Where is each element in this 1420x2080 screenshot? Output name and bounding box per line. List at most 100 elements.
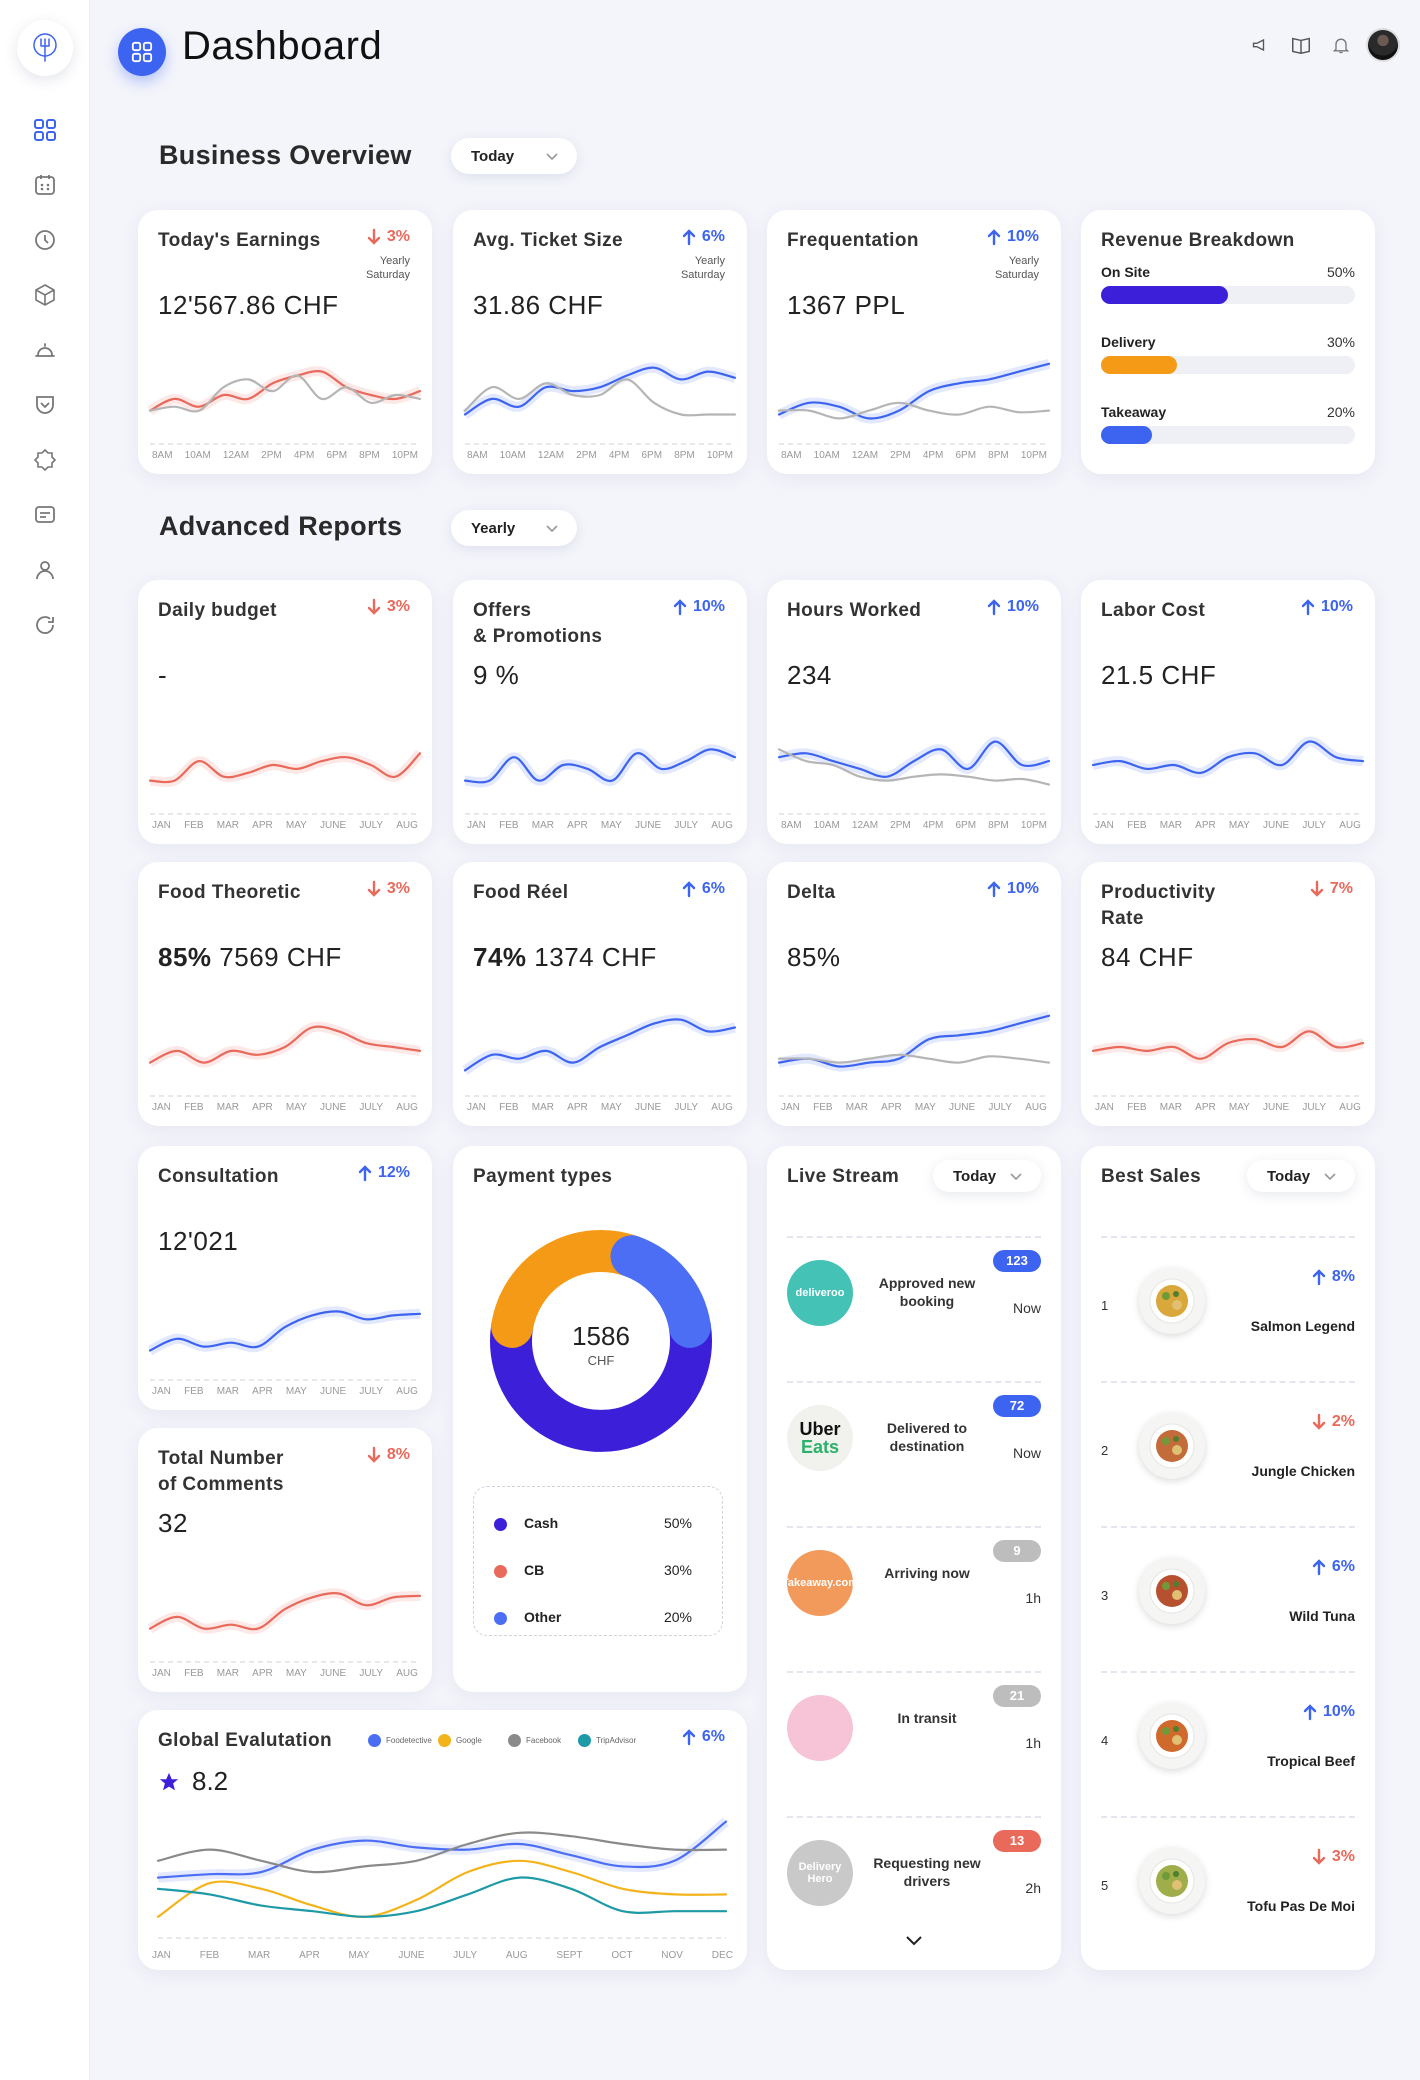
best-sales-item[interactable]: 3 6% Wild Tuna	[1101, 1526, 1355, 1671]
book-icon[interactable]	[1288, 32, 1314, 58]
trend-indicator: 6%	[682, 1728, 725, 1746]
nav-dashboard-icon[interactable]	[30, 115, 60, 145]
report-card[interactable]: Consultation 12% 12'021 JAN FEB MAR APR MAY JU…	[138, 1146, 432, 1410]
best-sales-item[interactable]: 4 10% Tropical Beef	[1101, 1671, 1355, 1816]
nav-clock-icon[interactable]	[30, 225, 60, 255]
x-tick-label: JUNE	[949, 1102, 976, 1113]
dish-name: Wild Tuna	[1289, 1608, 1355, 1624]
report-card[interactable]: Total Number of Comments 8% 32 JAN FEB MAR AP…	[138, 1428, 432, 1692]
trend-value: 10%	[692, 598, 725, 615]
overview-card[interactable]: Avg. Ticket Size 6% Yearly Saturday 31.86 …	[453, 210, 747, 474]
nav-box-icon[interactable]	[30, 280, 60, 310]
legend-label: Other	[524, 1609, 562, 1625]
live-stream-item[interactable]: Delivery Hero Requesting new drivers 13 …	[787, 1816, 1041, 1956]
live-stream-item[interactable]: Takeaway.com Arriving now 9 1h	[782, 1526, 1041, 1666]
nav-calendar-icon[interactable]	[30, 170, 60, 200]
x-tick-label: MAR	[1159, 820, 1182, 831]
x-tick-label: APR	[252, 820, 273, 831]
report-card[interactable]: Productivity Rate 7% 84 CHF JAN FEB MAR APR MA…	[1081, 862, 1375, 1126]
legend-label: Google	[456, 1736, 482, 1745]
trend-indicator: 3%	[1312, 1848, 1355, 1866]
global-evaluation-card[interactable]: Global Evalutation 6% 8.2 Foodetective Goo…	[138, 1710, 747, 1970]
legend-dot	[508, 1734, 521, 1747]
nav-badge-icon[interactable]	[30, 445, 60, 475]
report-card[interactable]: Daily budget 3% - JAN FEB MAR APR MAY JUNE JULY…	[138, 580, 432, 844]
x-tick-label: MAY	[285, 1668, 307, 1679]
x-tick-label: JUNE	[320, 1668, 347, 1679]
count-badge: 9	[993, 1540, 1041, 1562]
overview-period-dropdown[interactable]: Today	[451, 138, 577, 174]
x-tick-label: MAY	[285, 820, 307, 831]
report-card[interactable]: Hours Worked 10% 234 8AM 10AM 12AM 2PM 4PM 6PM…	[767, 580, 1061, 844]
business-overview-title: Business Overview	[159, 140, 412, 170]
chevron-down-icon[interactable]	[904, 1934, 924, 1948]
dish-photo	[1139, 1703, 1205, 1769]
card-value: 12'567.86 CHF	[158, 290, 339, 320]
payment-types-card[interactable]: Payment types 1586 CHF Cash 50% CB 30% Other…	[453, 1146, 747, 1692]
nav-cloche-icon[interactable]	[30, 335, 60, 365]
nav-user-icon[interactable]	[30, 555, 60, 585]
live-stream-card[interactable]: Live Stream Today deliveroo Approved new…	[767, 1146, 1061, 1970]
arrow-up-icon	[987, 229, 1001, 246]
event-time: 2h	[1025, 1880, 1041, 1896]
x-tick-label: 8AM	[152, 450, 173, 461]
donut-unit: CHF	[588, 1353, 615, 1368]
count-badge: 13	[993, 1830, 1041, 1852]
app-logo[interactable]	[17, 20, 73, 76]
card-title: Labor Cost	[1101, 600, 1206, 621]
nav-refresh-icon[interactable]	[30, 610, 60, 640]
overview-card[interactable]: Frequentation 10% Yearly Saturday 1367 PPL…	[767, 210, 1061, 474]
x-tick-label: JULY	[988, 1102, 1013, 1113]
overview-card[interactable]: Today's Earnings 3% Yearly Saturday 12'567…	[138, 210, 432, 474]
live-stream-item[interactable]: In transit 21 1h	[787, 1671, 1041, 1811]
card-title: Food Réel	[473, 882, 569, 903]
trend-value: 12%	[377, 1164, 410, 1181]
dish-photo	[1139, 1413, 1205, 1479]
dish-photo	[1139, 1268, 1205, 1334]
x-tick-label: 8AM	[467, 450, 488, 461]
report-card[interactable]: Delta 10% 85% JAN FEB MAR APR MAY JUNE JULY AUG	[767, 862, 1061, 1126]
trend-value: 7%	[1329, 880, 1353, 897]
x-tick-label: JULY	[453, 1950, 477, 1961]
dish-name: Salmon Legend	[1250, 1318, 1355, 1334]
best-sales-item[interactable]: 2 2% Jungle Chicken	[1101, 1381, 1355, 1526]
x-axis-labels: JAN FEB MAR APR MAY JUNE JULY AUG	[152, 820, 418, 831]
report-card[interactable]: Labor Cost 10% 21.5 CHF JAN FEB MAR APR MAY JU…	[1081, 580, 1375, 844]
series-line	[148, 1025, 422, 1064]
line-chart	[156, 1817, 730, 1939]
rating-value: 8.2	[192, 1766, 229, 1796]
x-tick-label: AUG	[396, 1102, 418, 1113]
card-title: Offers & Promotions	[473, 600, 603, 647]
legend-pct: 20%	[663, 1609, 692, 1625]
live-stream-text: Approved new booking	[878, 1275, 976, 1309]
legend-dot	[368, 1734, 381, 1747]
x-axis-labels: 8AM 10AM 12AM 2PM 4PM 6PM 8PM 10PM	[781, 820, 1047, 831]
avatar[interactable]	[1366, 28, 1400, 62]
page-title: Dashboard	[182, 24, 383, 68]
best-sales-item[interactable]: 5 3% Tofu Pas De Moi	[1101, 1816, 1355, 1961]
best-sales-period-dropdown[interactable]: Today	[1247, 1160, 1355, 1192]
trend-value: 6%	[1331, 1558, 1355, 1575]
x-tick-label: 6PM	[641, 450, 663, 461]
legend-dot	[438, 1734, 451, 1747]
live-stream-item[interactable]: Uber Eats Delivered to destination 72 Now	[787, 1381, 1041, 1521]
x-tick-label: FEB	[184, 1668, 204, 1679]
reports-period-dropdown[interactable]: Yearly	[451, 510, 577, 546]
nav-message-icon[interactable]	[30, 500, 60, 530]
report-card[interactable]: Food Réel 6% 74% 1374 CHF JAN FEB MAR APR MAY…	[453, 862, 747, 1126]
report-card[interactable]: Food Theoretic 3% 85% 7569 CHF JAN FEB MAR A…	[138, 862, 432, 1126]
x-tick-label: 8PM	[359, 450, 380, 461]
live-stream-period-dropdown[interactable]: Today	[933, 1160, 1041, 1192]
best-sales-card[interactable]: Best Sales Today 1 8% Salmon Legend 2 2%…	[1081, 1146, 1375, 1970]
partner-logo: Takeaway.com	[782, 1550, 858, 1616]
fork-logo-icon	[33, 33, 57, 62]
live-stream-item[interactable]: deliveroo Approved new booking 123 Now	[787, 1236, 1041, 1376]
bell-icon[interactable]	[1328, 32, 1354, 58]
nav-pocket-icon[interactable]	[30, 390, 60, 420]
best-sales-item[interactable]: 1 8% Salmon Legend	[1101, 1236, 1355, 1381]
arrow-down-icon	[1312, 1848, 1326, 1865]
card-title: Today's Earnings	[158, 230, 321, 251]
megaphone-icon[interactable]	[1248, 32, 1274, 58]
report-card[interactable]: Offers & Promotions 10% 9 % JAN FEB MAR APR MA…	[453, 580, 747, 844]
revenue-breakdown-card[interactable]: Revenue Breakdown On Site 50% Delivery 30%…	[1081, 210, 1375, 474]
